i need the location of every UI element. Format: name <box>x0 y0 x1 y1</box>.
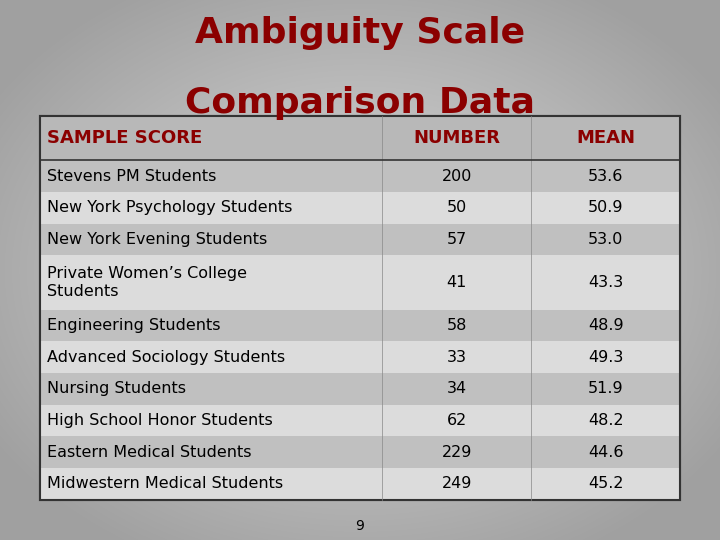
Text: 44.6: 44.6 <box>588 444 624 460</box>
Text: 49.3: 49.3 <box>588 350 624 364</box>
Text: 50: 50 <box>446 200 467 215</box>
Text: 58: 58 <box>446 318 467 333</box>
Text: MEAN: MEAN <box>576 129 635 147</box>
Text: Stevens PM Students: Stevens PM Students <box>48 168 217 184</box>
Bar <box>40 160 680 192</box>
Text: 249: 249 <box>441 476 472 491</box>
Text: 62: 62 <box>446 413 467 428</box>
Bar <box>40 468 680 500</box>
Text: 48.9: 48.9 <box>588 318 624 333</box>
Bar <box>40 192 680 224</box>
Text: 53.0: 53.0 <box>588 232 624 247</box>
Text: 9: 9 <box>356 519 364 534</box>
Text: SAMPLE SCORE: SAMPLE SCORE <box>48 129 202 147</box>
Text: Nursing Students: Nursing Students <box>48 381 186 396</box>
Text: 200: 200 <box>441 168 472 184</box>
Bar <box>40 310 680 341</box>
Bar <box>40 404 680 436</box>
Text: Engineering Students: Engineering Students <box>48 318 221 333</box>
Text: Private Women’s College
Students: Private Women’s College Students <box>48 266 247 299</box>
Text: 43.3: 43.3 <box>588 275 624 290</box>
Bar <box>40 116 680 500</box>
Text: 45.2: 45.2 <box>588 476 624 491</box>
Bar <box>40 436 680 468</box>
Text: 57: 57 <box>446 232 467 247</box>
Text: Advanced Sociology Students: Advanced Sociology Students <box>48 350 285 364</box>
Text: 41: 41 <box>446 275 467 290</box>
Bar <box>40 116 680 160</box>
Bar <box>40 255 680 310</box>
Text: 48.2: 48.2 <box>588 413 624 428</box>
Bar <box>40 116 680 500</box>
Text: New York Psychology Students: New York Psychology Students <box>48 200 292 215</box>
Text: 229: 229 <box>441 444 472 460</box>
Text: 33: 33 <box>447 350 467 364</box>
Text: Eastern Medical Students: Eastern Medical Students <box>48 444 252 460</box>
Text: High School Honor Students: High School Honor Students <box>48 413 273 428</box>
Text: 34: 34 <box>446 381 467 396</box>
Bar <box>40 373 680 404</box>
Text: 53.6: 53.6 <box>588 168 624 184</box>
Bar <box>40 224 680 255</box>
Text: 50.9: 50.9 <box>588 200 624 215</box>
Text: Ambiguity Scale: Ambiguity Scale <box>195 16 525 50</box>
Text: 51.9: 51.9 <box>588 381 624 396</box>
Text: NUMBER: NUMBER <box>413 129 500 147</box>
Text: Comparison Data: Comparison Data <box>185 86 535 120</box>
Bar <box>40 341 680 373</box>
Text: New York Evening Students: New York Evening Students <box>48 232 268 247</box>
Text: Midwestern Medical Students: Midwestern Medical Students <box>48 476 284 491</box>
